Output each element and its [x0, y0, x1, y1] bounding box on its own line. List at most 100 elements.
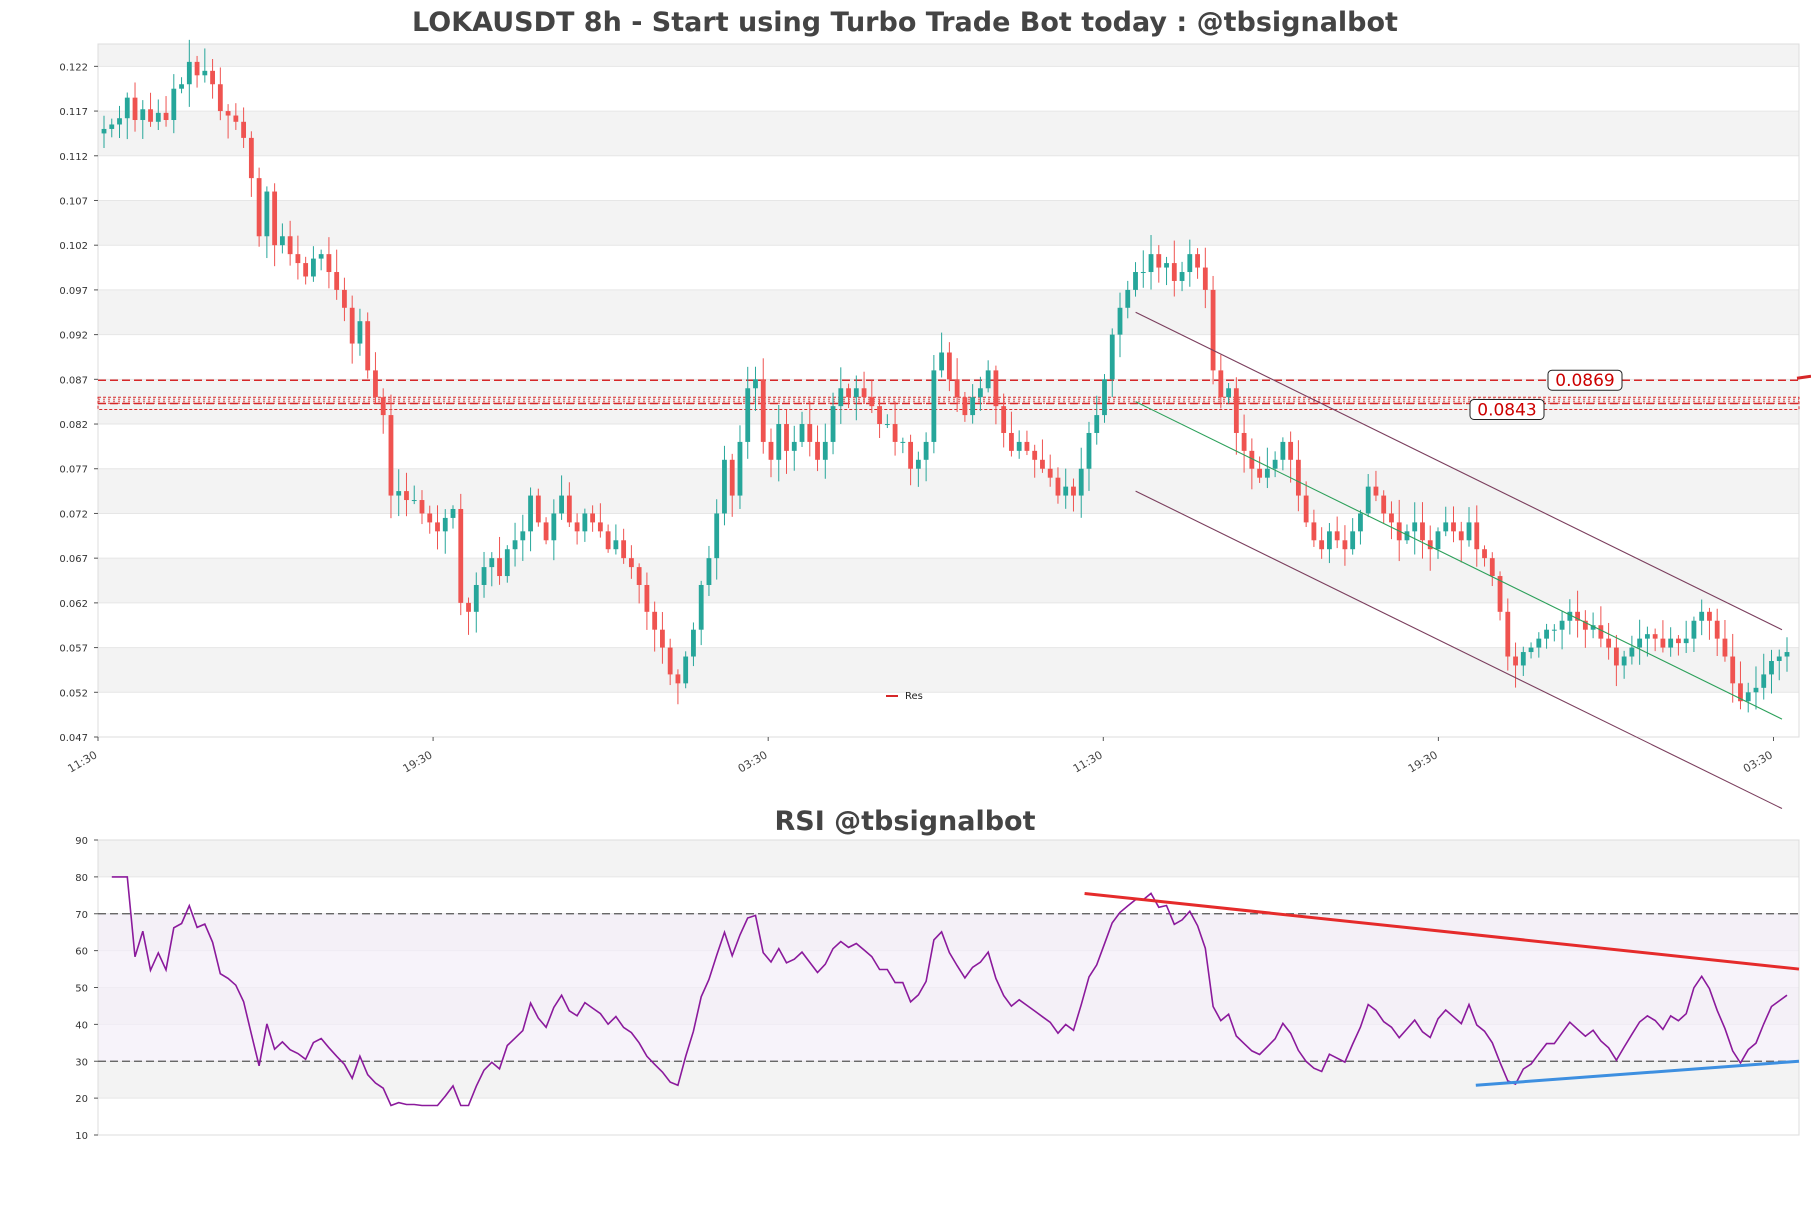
rsi-line — [111, 876, 1788, 1107]
candle-body — [846, 388, 851, 398]
rsi-grid-band — [98, 840, 1799, 877]
candle-body — [667, 647, 673, 675]
candle-body — [334, 272, 340, 290]
rsi-y-tick-label: 60 — [75, 947, 88, 958]
rsi-y-tick-label: 50 — [75, 984, 88, 995]
resistance-edge-marker — [1796, 374, 1811, 380]
candle-body — [1032, 450, 1038, 460]
price-y-tick-label: 0.097 — [59, 286, 88, 297]
legend-res-label: Res — [905, 691, 923, 702]
candle-body — [1598, 625, 1604, 639]
price-y-axis: 0.047 0.052 0.057 0.062 0.067 0.072 0.077 0.082… — [59, 62, 98, 744]
candle-body — [1171, 263, 1177, 281]
candle-body — [683, 656, 689, 684]
candle-body — [1241, 432, 1247, 451]
resistance-labels: 0.0869 0.0843 — [1469, 369, 1811, 420]
candle-body — [311, 258, 316, 277]
candle-body — [489, 558, 495, 568]
candle-body — [1133, 272, 1138, 290]
candle-body — [225, 111, 231, 116]
candle-body — [1063, 486, 1069, 496]
candle-body — [729, 459, 735, 496]
candle-body — [295, 254, 301, 264]
candle-body — [908, 441, 914, 469]
price-y-tick-label: 0.087 — [59, 375, 88, 386]
candle-body — [1590, 625, 1596, 630]
candle-body — [822, 441, 828, 460]
candle-body — [628, 558, 634, 568]
candle-body — [1404, 531, 1410, 541]
candle-body — [1676, 638, 1681, 644]
price-grid-band — [98, 289, 1799, 335]
price-y-tick-label: 0.122 — [59, 62, 88, 73]
candle-body — [373, 370, 378, 398]
candle-body — [838, 388, 844, 407]
candle-body — [1458, 531, 1464, 541]
candle-body — [1753, 687, 1759, 693]
candle-body — [660, 629, 665, 648]
candle-body — [1195, 254, 1200, 268]
candle-body — [186, 61, 192, 85]
candle-body — [1761, 674, 1767, 688]
candle-body — [946, 352, 952, 380]
resistance-label-box — [1469, 398, 1545, 420]
candle-body — [241, 121, 247, 138]
candle-body — [605, 531, 611, 550]
candle-body — [520, 531, 526, 541]
candle-body — [1016, 441, 1022, 451]
candle-body — [1443, 522, 1449, 532]
candle-body — [1551, 629, 1557, 631]
candle-body — [1660, 638, 1666, 648]
candle-body — [590, 513, 596, 523]
candle-body — [256, 178, 262, 237]
candle-body — [217, 84, 223, 112]
candle-body — [194, 61, 200, 76]
candle-body — [1528, 647, 1534, 653]
price-grid-band — [98, 468, 1799, 514]
candle-body — [791, 441, 797, 451]
candle-body — [365, 321, 371, 371]
channel-lower — [1135, 490, 1783, 810]
candle-body — [1257, 468, 1263, 478]
candle-body — [1094, 415, 1100, 433]
candle-body — [1358, 513, 1363, 532]
candle-body — [977, 388, 983, 398]
price-y-tick-label: 0.077 — [59, 465, 88, 476]
candle-body — [753, 379, 758, 389]
candle-body — [1497, 576, 1503, 612]
price-grid-band — [98, 558, 1799, 603]
price-x-tick-label: 19:30 — [401, 748, 435, 775]
price-x-tick-label: 03:30 — [1741, 748, 1775, 775]
candle-body — [202, 70, 208, 76]
candle-body — [1582, 620, 1588, 630]
candle-body — [698, 584, 704, 630]
candle-body — [1226, 388, 1231, 398]
rsi-chart-title: RSI @tbsignalbot — [774, 806, 1035, 837]
candle-body — [722, 459, 727, 514]
candle-body — [303, 263, 309, 277]
price-grid-band — [98, 44, 1799, 67]
rsi-y-tick-label: 10 — [75, 1131, 88, 1142]
candle-body — [279, 236, 285, 246]
candle-body — [737, 441, 743, 496]
candle-body — [1373, 486, 1379, 496]
candle-body — [745, 388, 751, 442]
candle-body — [776, 424, 782, 460]
candle-body — [900, 441, 906, 443]
candle-body — [342, 289, 347, 308]
candlestick-series — [101, 39, 1790, 713]
candle-body — [861, 388, 867, 398]
candle-body — [1435, 531, 1441, 550]
candle-body — [1621, 656, 1627, 666]
price-grid-bands — [98, 44, 1799, 738]
candle-body — [1691, 620, 1697, 639]
candle-body — [1513, 656, 1518, 666]
candle-body — [613, 540, 619, 550]
trend-mid — [1135, 401, 1783, 720]
candle-body — [442, 517, 448, 532]
price-y-tick-label: 0.107 — [59, 196, 88, 207]
candle-body — [1474, 522, 1480, 550]
candle-body — [264, 191, 270, 237]
candle-body — [1125, 289, 1131, 308]
candle-body — [644, 584, 650, 612]
